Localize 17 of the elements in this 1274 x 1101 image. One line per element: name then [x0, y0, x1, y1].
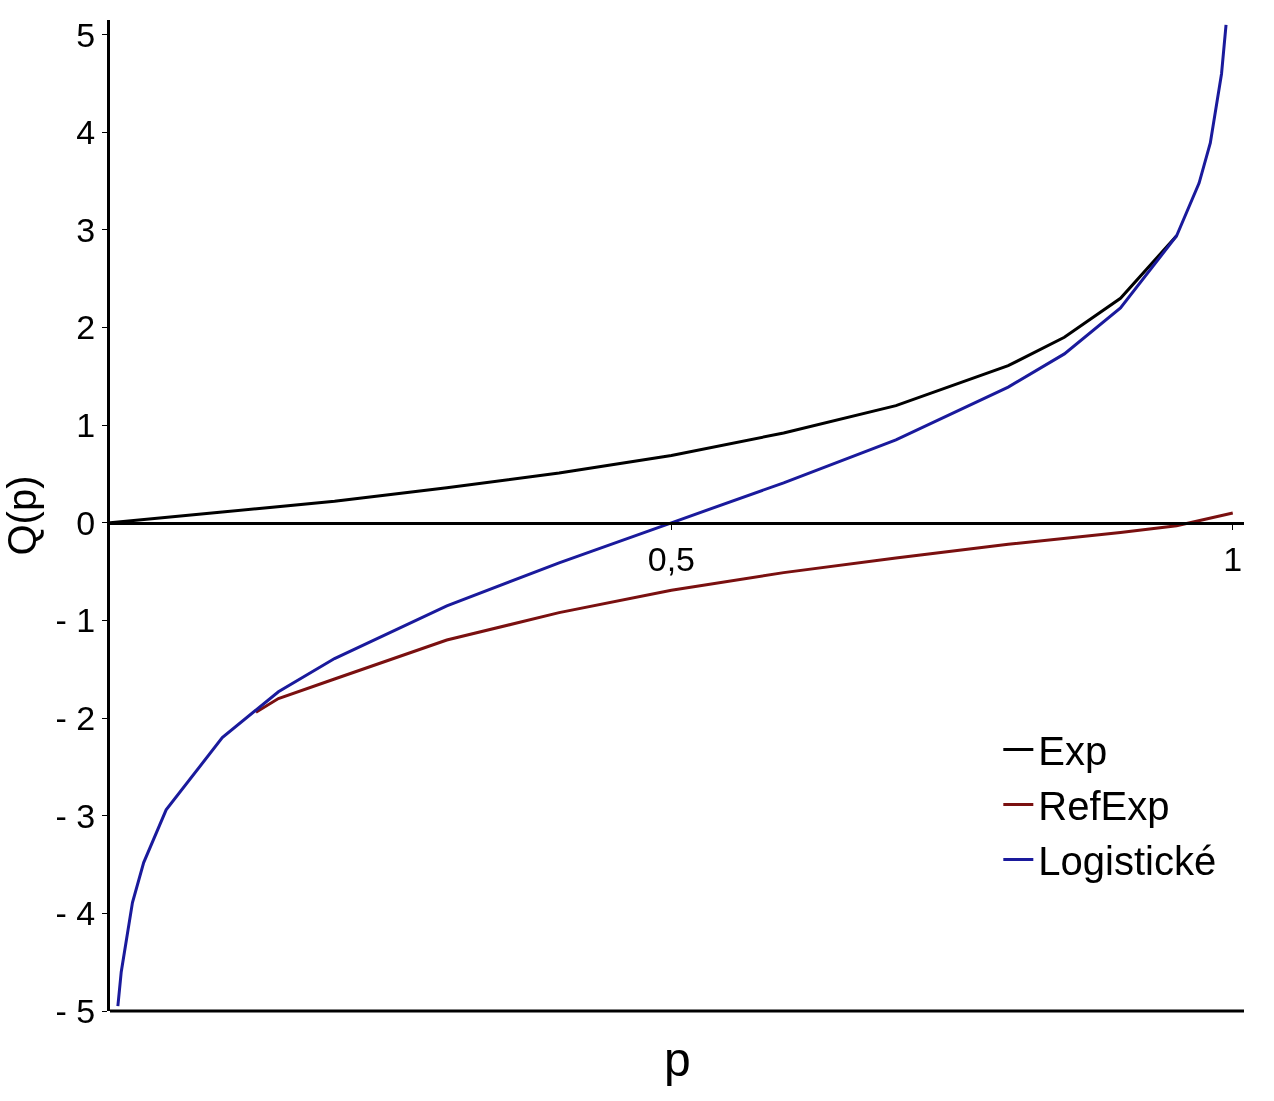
- y-tick-label: 4: [76, 113, 96, 152]
- x-axis-title: p: [664, 1033, 691, 1086]
- y-tick-label: 2: [76, 308, 96, 347]
- y-tick-label: - 2: [55, 698, 96, 737]
- y-tick-label: 5: [76, 15, 96, 54]
- y-tick-label: 1: [76, 406, 96, 445]
- legend-label: Exp: [1038, 729, 1108, 774]
- y-tick-label: - 5: [55, 991, 96, 1030]
- y-tick-label: - 3: [55, 796, 96, 835]
- y-tick-label: 0: [76, 503, 96, 542]
- y-tick-label: - 4: [55, 894, 96, 933]
- y-tick-label: 3: [76, 210, 96, 249]
- y-axis-title: Q(p): [0, 475, 44, 556]
- legend-label: Logistické: [1038, 839, 1217, 884]
- x-tick-label: 0,5: [647, 539, 696, 578]
- y-tick-label: - 1: [55, 601, 96, 640]
- legend-label: RefExp: [1038, 784, 1170, 829]
